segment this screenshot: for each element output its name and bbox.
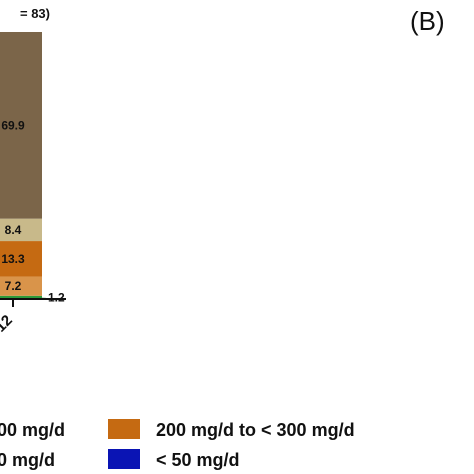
bar-stack: 1.2 7.2 13.3 8.4 69.9 (0, 32, 65, 304)
legend-swatch-3 (108, 449, 140, 469)
data-label-1: 1.2 (48, 290, 65, 304)
legend-label-1: 200 mg/d to < 300 mg/d (156, 420, 355, 440)
legend-label-3: < 50 mg/d (156, 450, 240, 470)
panel-label: (B) (410, 6, 445, 36)
bar-segment-5 (0, 32, 42, 219)
data-label-4: 8.4 (5, 223, 22, 237)
legend-label-0: 00 mg/d (0, 420, 65, 440)
bar-segment-1 (0, 295, 42, 299)
bar-segment-3 (0, 241, 42, 277)
x-tick-label: 12 (0, 312, 16, 336)
legend-swatch-1 (108, 419, 140, 439)
legend: 00 mg/d 200 mg/d to < 300 mg/d 0 mg/d < 50 … (0, 419, 355, 470)
legend-label-2: 0 mg/d (0, 450, 55, 470)
chart-title-fragment: = 83) (20, 6, 50, 21)
x-axis: 12 (0, 298, 66, 336)
data-label-2: 7.2 (5, 279, 22, 293)
bar-segment-2 (0, 276, 42, 296)
data-label-3: 13.3 (1, 252, 25, 266)
bar-segment-4 (0, 218, 42, 242)
data-label-5: 69.9 (1, 118, 25, 132)
